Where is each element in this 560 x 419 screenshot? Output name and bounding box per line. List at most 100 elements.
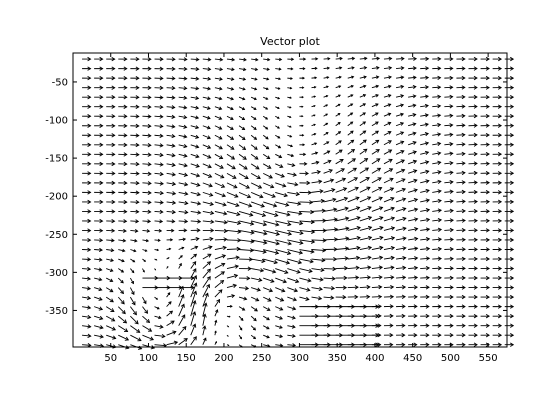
vector-arrow bbox=[106, 56, 116, 62]
vector-arrow bbox=[263, 210, 279, 217]
vector-arrow bbox=[456, 104, 466, 109]
vector-arrow bbox=[444, 123, 454, 128]
vector-arrow bbox=[480, 151, 490, 157]
vector-arrow bbox=[444, 104, 454, 109]
vector-arrow bbox=[347, 226, 361, 231]
vector-arrow bbox=[480, 85, 490, 90]
vector-arrow bbox=[432, 160, 442, 165]
vector-arrow bbox=[420, 217, 431, 223]
vector-arrow bbox=[178, 134, 188, 139]
vector-arrow bbox=[504, 152, 515, 157]
vector-arrow bbox=[371, 75, 380, 79]
vector-arrow bbox=[190, 261, 197, 269]
vector-arrow bbox=[166, 153, 176, 158]
vector-arrow bbox=[359, 75, 367, 79]
vector-arrow bbox=[178, 325, 187, 336]
vector-arrow bbox=[311, 104, 316, 108]
vector-arrow bbox=[432, 179, 442, 184]
vector-arrow bbox=[190, 282, 198, 298]
vector-arrow bbox=[287, 258, 303, 265]
vector-arrow bbox=[347, 167, 358, 174]
vector-arrow bbox=[335, 56, 343, 61]
vector-arrow bbox=[202, 106, 211, 110]
y-tick-label: -250 bbox=[45, 230, 68, 241]
vector-arrow bbox=[371, 177, 382, 184]
vector-arrow bbox=[456, 113, 466, 119]
vector-arrow bbox=[118, 209, 128, 214]
vector-arrow bbox=[214, 106, 223, 111]
vector-arrow bbox=[504, 142, 515, 147]
vector-arrow bbox=[420, 66, 430, 71]
vector-arrow bbox=[371, 84, 380, 89]
vector-arrow bbox=[238, 306, 246, 311]
vector-arrow bbox=[408, 113, 417, 117]
vector-arrow bbox=[118, 258, 125, 263]
vector-arrow bbox=[299, 239, 316, 244]
vector-arrow bbox=[492, 247, 503, 252]
vector-arrow bbox=[480, 104, 490, 109]
vector-arrow bbox=[178, 219, 189, 224]
vector-arrow bbox=[323, 76, 330, 79]
vector-arrow bbox=[250, 191, 264, 199]
vector-arrow bbox=[468, 104, 478, 109]
vector-arrow bbox=[420, 150, 430, 156]
vector-arrow bbox=[395, 94, 405, 98]
vector-arrow bbox=[250, 325, 257, 331]
vector-arrow bbox=[202, 115, 211, 120]
vector-arrow bbox=[287, 201, 302, 206]
vector-arrow bbox=[492, 152, 503, 157]
vector-arrow bbox=[178, 153, 188, 158]
vector-arrow bbox=[202, 275, 211, 288]
vector-arrow bbox=[130, 229, 139, 233]
vector-arrow bbox=[456, 161, 466, 166]
vector-arrow bbox=[178, 246, 185, 250]
vector-arrow bbox=[432, 342, 442, 347]
x-tick-label: 400 bbox=[365, 353, 384, 364]
vector-arrow bbox=[154, 76, 164, 81]
vector-arrow bbox=[130, 334, 142, 342]
vector-arrow bbox=[432, 323, 442, 328]
vector-arrow bbox=[504, 85, 515, 90]
vector-arrow bbox=[94, 209, 104, 214]
vector-arrow bbox=[432, 75, 442, 80]
vector-arrow bbox=[238, 153, 247, 160]
vector-arrow bbox=[129, 287, 135, 296]
vector-arrow bbox=[130, 249, 137, 253]
vector-arrow bbox=[142, 162, 152, 167]
x-tick-label: 300 bbox=[290, 353, 309, 364]
vector-arrow bbox=[492, 294, 503, 300]
vector-arrow bbox=[396, 294, 406, 300]
vector-arrow bbox=[154, 268, 157, 271]
vector-arrow bbox=[226, 125, 234, 130]
vector-arrow bbox=[142, 229, 151, 233]
vector-arrow bbox=[395, 84, 405, 89]
vector-arrow bbox=[504, 247, 515, 252]
vector-arrow bbox=[371, 235, 384, 241]
vector-arrow bbox=[214, 182, 226, 188]
vector-arrow bbox=[202, 337, 207, 345]
vector-arrow bbox=[202, 172, 213, 178]
vector-arrow bbox=[118, 325, 129, 333]
vector-arrow bbox=[504, 180, 515, 185]
vector-arrow bbox=[275, 201, 290, 207]
vector-arrow bbox=[275, 268, 289, 274]
vector-arrow bbox=[166, 143, 176, 148]
vector-arrow bbox=[335, 236, 350, 241]
vector-arrow bbox=[118, 199, 128, 205]
vector-arrow bbox=[130, 56, 140, 62]
vector-arrow bbox=[154, 95, 164, 100]
vector-arrow bbox=[94, 287, 103, 292]
x-tick-label: 450 bbox=[403, 353, 422, 364]
vector-arrow bbox=[383, 226, 396, 231]
vector-arrow bbox=[444, 275, 454, 281]
vector-arrow bbox=[420, 198, 431, 203]
vector-arrow bbox=[106, 161, 116, 167]
vector-arrow bbox=[335, 256, 349, 261]
vector-arrow bbox=[251, 220, 268, 227]
vector-arrow bbox=[275, 191, 289, 198]
vector-arrow bbox=[383, 342, 394, 347]
vector-arrow bbox=[504, 237, 515, 243]
vector-arrow bbox=[190, 134, 200, 139]
vector-arrow bbox=[190, 275, 198, 288]
vector-arrow bbox=[142, 249, 148, 252]
